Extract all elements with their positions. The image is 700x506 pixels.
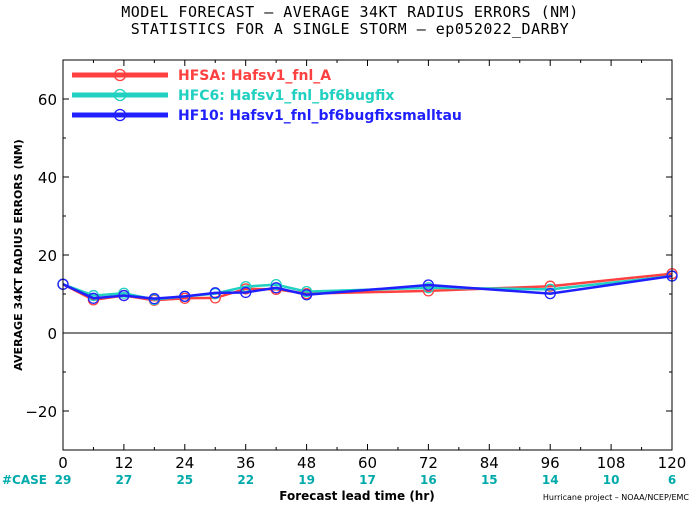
x-tick-label: 108 (597, 454, 626, 472)
series-3-point (209, 287, 221, 299)
series-2-point (422, 282, 435, 294)
x-tick-label: 96 (541, 454, 560, 472)
x-tick-label: 72 (419, 454, 438, 472)
x-tick-label: 120 (658, 454, 687, 472)
y-axis-label: AVERAGE 34KT RADIUS ERRORS (NM) (12, 139, 25, 370)
case-count-label: 22 (237, 473, 254, 487)
case-count-caption: #CASE (2, 473, 47, 487)
series-3-point (422, 279, 435, 291)
series-line-2 (62, 274, 673, 301)
case-count-label: 16 (420, 473, 437, 487)
series-1-point (544, 280, 556, 292)
series-3-point (87, 292, 100, 304)
x-tick-label: 84 (480, 454, 499, 472)
case-count-label: 27 (116, 473, 133, 487)
series-2-point (300, 286, 313, 298)
y-tick-label: 40 (38, 169, 57, 187)
x-tick-label: 0 (58, 454, 68, 472)
case-count-label: 10 (603, 473, 620, 487)
case-count-label: 17 (359, 473, 376, 487)
series-3-point (118, 289, 130, 302)
chart-title: MODEL FORECAST – AVERAGE 34KT RADIUS ERR… (121, 3, 579, 21)
case-count-label: 6 (668, 473, 676, 487)
legend-marker-2 (113, 88, 127, 102)
legend-entry-3: HF10: Hafsv1_fnl_bf6bugfixsmalltau (178, 108, 462, 124)
legend-marker-3 (113, 108, 127, 122)
x-tick-label: 60 (358, 454, 377, 472)
series-3-point (179, 290, 191, 302)
series-3-point (544, 287, 556, 300)
legend-marker-1 (113, 68, 127, 82)
series-3-point (148, 293, 161, 305)
case-count-label: 25 (176, 473, 193, 487)
legend-entry-1: HFSA: Hafsv1_fnl_A (178, 68, 331, 84)
legend-entry-2: HFC6: Hafsv1_fnl_bf6bugfix (178, 88, 394, 104)
series-3-point (300, 289, 313, 301)
x-tick-label: 48 (297, 454, 316, 472)
x-tick-label: 24 (175, 454, 194, 472)
case-count-label: 19 (298, 473, 315, 487)
x-tick-label: 12 (114, 454, 133, 472)
series-3-point (270, 282, 282, 294)
series-3-point (240, 286, 252, 299)
case-count-label: 15 (481, 473, 498, 487)
x-axis-label: Forecast lead time (hr) (279, 489, 435, 503)
x-tick-label: 36 (236, 454, 255, 472)
y-tick-label: 20 (38, 247, 57, 265)
chart-subtitle: STATISTICS FOR A SINGLE STORM – ep052022… (130, 20, 570, 38)
y-tick-label: −20 (25, 403, 57, 421)
y-tick-label: 0 (47, 325, 57, 343)
credit-text: Hurricane project – NOAA/NCEP/EMC (543, 493, 690, 502)
case-count-label: 14 (542, 473, 559, 487)
case-count-label: 29 (55, 473, 72, 487)
y-tick-label: 60 (38, 91, 57, 109)
series-2-point (270, 278, 282, 291)
